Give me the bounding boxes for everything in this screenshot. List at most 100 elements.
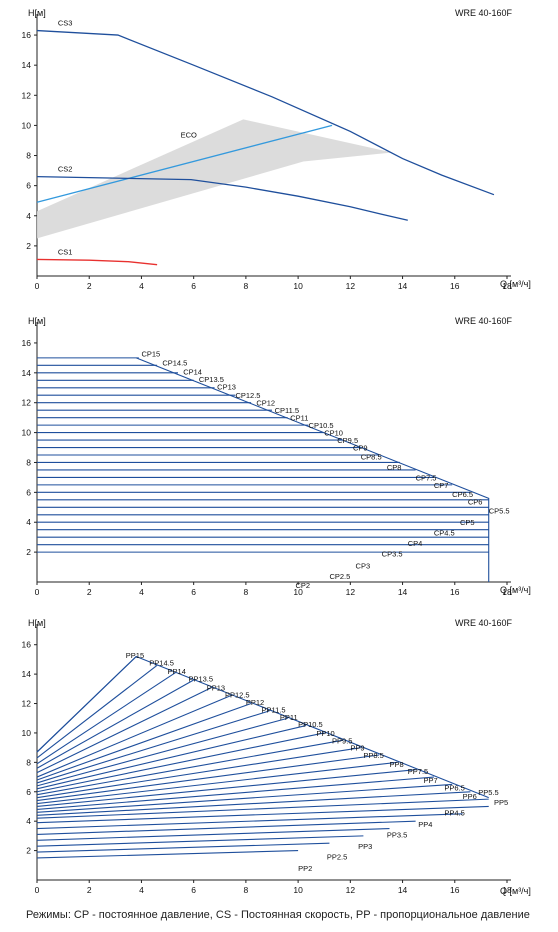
y-axis-label: H[м] [28,618,46,628]
series-pp3 [36,835,364,847]
y-tick-label: 10 [22,428,32,438]
curve-label: PP2.5 [327,852,347,861]
curve-label: CP4 [408,539,423,548]
x-tick-label: 18 [502,885,512,895]
curve-label: CP3 [356,562,371,571]
x-tick-label: 10 [293,587,303,597]
x-tick-label: 12 [346,281,356,291]
series-pp14 [36,672,176,765]
curve-label: CP14.5 [162,358,187,367]
x-tick-label: 2 [87,587,92,597]
series-pp8.5 [36,754,380,802]
curve-label: CP14 [183,367,202,376]
curve-label: CP5.5 [489,506,510,515]
curve-label: PP3.5 [387,830,407,839]
y-tick-label: 8 [26,151,31,161]
y-axis-label: H[м] [28,316,46,326]
chart-title: WRE 40-160F [455,618,513,628]
curve-label: CP7.5 [416,473,437,482]
x-tick-label: 18 [502,587,512,597]
cp-chart: WRE 40-160F H[м] Q [м³/ч] 0 2 4 6 8 10 12 14 16 1… [22,316,531,597]
axes: 0 2 4 6 8 10 12 14 16 18 2 4 6 8 10 12 14 16 [22,14,512,291]
series-label-cs3: CS3 [58,19,73,28]
chart-title: WRE 40-160F [455,316,513,326]
curve-label: PP9 [350,744,364,753]
y-tick-label: 2 [26,846,31,856]
x-tick-label: 14 [398,587,408,597]
y-tick-label: 4 [26,816,31,826]
eco-band [37,119,393,239]
curve-label: CP9 [353,444,368,453]
series-cs2 [36,175,408,221]
x-tick-label: 8 [244,281,249,291]
curve-label: PP14 [168,667,186,676]
x-axis-label: Q [м³/ч] [500,886,531,896]
curve-label: CP11 [290,414,308,423]
x-tick-label: 16 [450,587,460,597]
curve-label: PP9.5 [332,736,352,745]
curve-label: PP7 [423,776,437,785]
x-tick-label: 4 [139,885,144,895]
curve-label: PP5.5 [478,788,498,797]
series-pp2.5 [36,842,330,853]
series-pp14.5 [36,664,158,759]
modes-footnote: Режимы: CP - постоянное давление, CS - П… [26,909,530,921]
x-tick-label: 8 [244,885,249,895]
curve-label: PP8.5 [363,751,383,760]
y-tick-label: 16 [22,640,32,650]
curve-label: PP10.5 [298,720,323,729]
curve-label: CP7 [434,481,449,490]
x-tick-label: 16 [450,281,460,291]
curve-label: PP5 [494,798,508,807]
y-tick-label: 14 [22,368,32,378]
x-tick-label: 6 [191,281,196,291]
series-pp8 [36,761,398,805]
x-tick-label: 14 [398,281,408,291]
x-axis-label: Q [м³/ч] [500,279,531,289]
y-tick-label: 4 [26,211,31,221]
x-tick-label: 14 [398,885,408,895]
series-cs3 [36,29,495,196]
curve-label: PP3 [358,842,372,851]
series-pp9.5 [36,739,343,796]
curve-label: CP12.5 [235,391,260,400]
curve-label: CP10 [324,429,343,438]
y-tick-label: 4 [26,517,31,527]
series-pp3.5 [36,827,390,841]
curve-label: CP10.5 [309,421,334,430]
x-tick-label: 6 [191,587,196,597]
x-tick-label: 6 [191,885,196,895]
x-tick-label: 12 [346,885,356,895]
x-tick-label: 8 [244,587,249,597]
y-tick-label: 6 [26,181,31,191]
curve-label: CP13 [217,382,236,391]
curve-label: CP15 [141,349,160,358]
x-tick-label: 10 [293,281,303,291]
series-pp2 [36,850,299,859]
curve-label: CP2 [296,581,311,590]
x-tick-label: 4 [139,587,144,597]
series-pp13.5 [36,679,194,769]
y-tick-label: 10 [22,728,32,738]
series-cs1 [36,258,158,266]
curve-label: PP12.5 [225,691,250,700]
y-tick-label: 8 [26,757,31,767]
curve-label: PP6.5 [444,783,464,792]
y-tick-label: 8 [26,457,31,467]
series-pp4.5 [36,813,463,830]
curve-label: CP5 [460,518,475,527]
series-pp6.5 [36,783,453,813]
curve-label: PP14.5 [149,658,174,667]
series-pp4 [36,820,416,835]
x-tick-label: 0 [35,885,40,895]
plot-area: ECO CS3 CS2 CS1 [36,19,495,266]
envelope [136,357,490,582]
curve-label: CP2.5 [329,572,350,581]
x-axis-label: Q [м³/ч] [500,585,531,595]
curve-label: PP10 [316,729,334,738]
curve-label: PP13.5 [188,675,213,684]
series-pp12 [36,703,252,781]
y-tick-label: 14 [22,60,32,70]
plot-area: PP15 PP14.5PP14PP13.5PP13PP12.5PP12PP11.5… [36,651,508,873]
x-tick-label: 0 [35,587,40,597]
